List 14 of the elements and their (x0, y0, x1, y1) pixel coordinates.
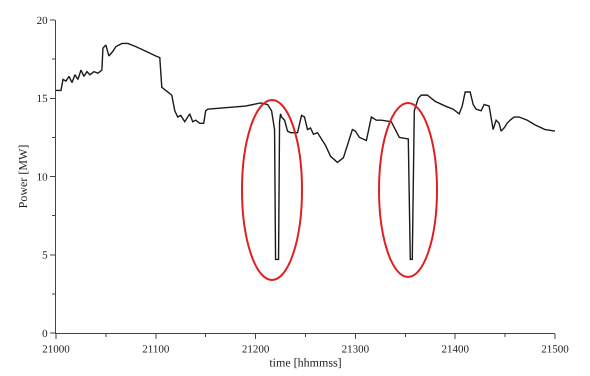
y-tick-label: 20 (36, 14, 48, 27)
y-tick-label: 10 (36, 171, 48, 184)
x-tick-label: 21300 (342, 343, 370, 356)
line-series (56, 42, 555, 260)
y-axis-title: Power [MW] (16, 144, 30, 208)
x-tick-label: 21000 (42, 343, 70, 356)
x-axis-title: time [hhmmss] (269, 355, 342, 370)
x-tick-label: 21200 (242, 343, 270, 356)
x-tick-label: 21400 (441, 343, 470, 356)
x-tick-label: 21100 (142, 343, 170, 356)
y-tick-label: 15 (36, 93, 48, 106)
y-tick-label: 0 (42, 328, 48, 340)
y-tick-label: 5 (42, 250, 48, 262)
x-tick-label: 21500 (541, 343, 570, 356)
